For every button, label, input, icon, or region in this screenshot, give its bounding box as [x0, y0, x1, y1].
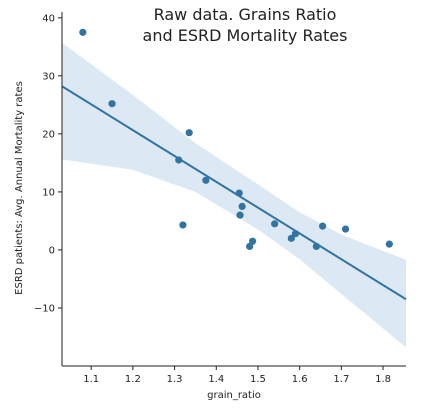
x-tick-label: 1.4 — [208, 374, 224, 385]
x-axis-ticks: 1.1 1.2 1.3 1.4 1.5 1.6 1.7 1.8 — [83, 366, 391, 385]
y-axis-ticks: −10 0 10 20 30 40 — [34, 13, 62, 314]
data-point-6 — [202, 176, 210, 184]
confidence-band — [62, 42, 406, 348]
x-tick-label: 1.1 — [83, 374, 99, 385]
y-tick-label: −10 — [34, 303, 55, 314]
data-point-2 — [108, 100, 116, 108]
data-point-5 — [185, 129, 193, 137]
y-tick-label: 40 — [42, 13, 55, 24]
x-axis-label: grain_ratio — [207, 390, 261, 401]
data-point-1 — [79, 28, 87, 36]
data-points — [79, 28, 393, 251]
x-tick-label: 1.2 — [125, 374, 141, 385]
data-point-15 — [312, 242, 320, 251]
data-point-8 — [236, 211, 244, 219]
data-point-13 — [287, 234, 295, 242]
data-point-11 — [248, 237, 257, 245]
y-axis-label: ESRD patients: Avg. Annual Mortality rat… — [14, 81, 25, 295]
x-tick-label: 1.3 — [167, 374, 183, 385]
data-point-4 — [179, 221, 187, 229]
data-point-16 — [319, 222, 327, 230]
data-point-9 — [238, 202, 246, 211]
data-point-17 — [341, 225, 350, 233]
y-tick-label: 0 — [49, 245, 55, 256]
data-point-14 — [291, 230, 300, 238]
y-tick-label: 10 — [42, 187, 55, 198]
x-tick-label: 1.7 — [333, 374, 349, 385]
x-tick-label: 1.6 — [292, 374, 308, 385]
data-point-3 — [175, 156, 183, 164]
data-point-10 — [246, 242, 254, 251]
x-tick-label: 1.8 — [375, 374, 391, 385]
data-point-18 — [385, 240, 393, 248]
y-tick-label: 30 — [42, 71, 55, 82]
data-point-12 — [271, 220, 279, 228]
data-point-7 — [235, 189, 243, 197]
regression-line — [61, 85, 407, 301]
chart-title-line-2: and ESRD Mortality Rates — [143, 26, 348, 45]
chart-title-line-1: Raw data. Grains Ratio — [154, 5, 337, 24]
y-tick-label: 20 — [42, 129, 55, 140]
chart-title: Raw data. Grains Ratio and ESRD Mortalit… — [143, 5, 348, 45]
x-tick-label: 1.5 — [250, 374, 266, 385]
